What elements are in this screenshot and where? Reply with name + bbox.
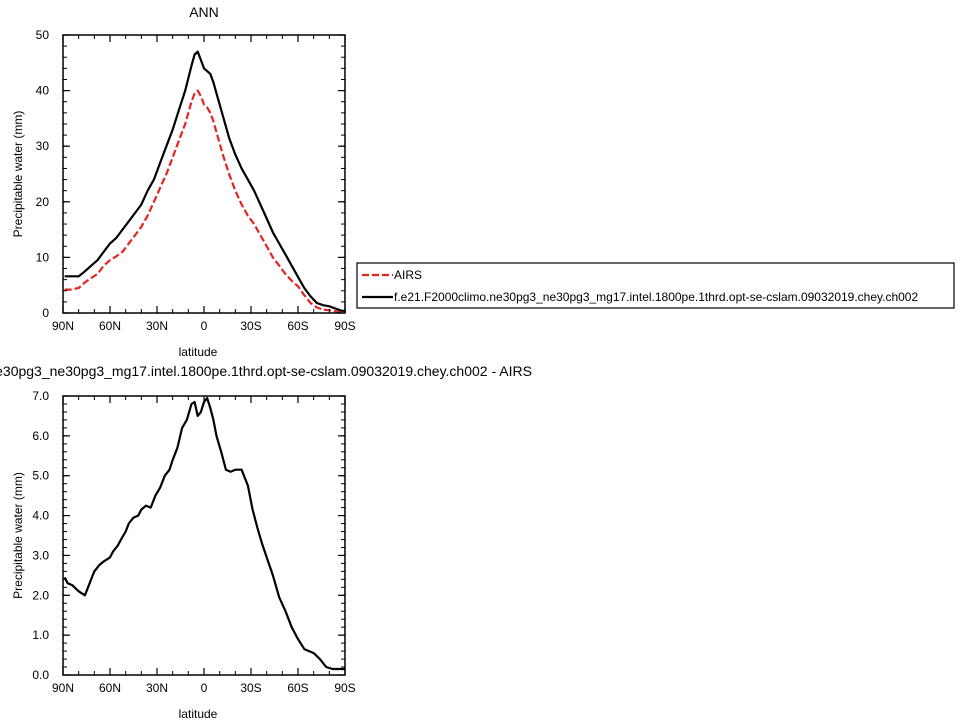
chart-title: ANN — [189, 4, 219, 20]
y-tick-label: 1.0 — [32, 628, 49, 642]
x-tick-label: 0 — [201, 681, 208, 695]
y-tick-label: 40 — [36, 84, 50, 98]
x-tick-label: 30S — [240, 319, 261, 333]
x-tick-label: 90S — [334, 681, 355, 695]
series-line-model — [64, 50, 345, 312]
y-tick-label: 20 — [36, 195, 50, 209]
y-tick-label: 2.0 — [32, 588, 49, 602]
x-axis-title: latitude — [179, 707, 218, 721]
y-axis-title: Precipitable water (mm) — [11, 472, 25, 599]
chart-difference-precipitable-water: f.e21.F2000climo.ne30pg3_ne30pg3_mg17.in… — [0, 363, 532, 721]
x-tick-label: 60S — [287, 681, 308, 695]
x-tick-label: 30S — [240, 681, 261, 695]
x-tick-label: 90S — [334, 319, 355, 333]
y-tick-label: 5.0 — [32, 469, 49, 483]
x-tick-label: 60N — [99, 681, 121, 695]
x-tick-label: 90N — [52, 319, 74, 333]
y-tick-label: 4.0 — [32, 509, 49, 523]
y-tick-label: 7.0 — [32, 389, 49, 403]
plot-frame — [62, 395, 346, 676]
y-tick-label: 0.0 — [32, 668, 49, 682]
x-tick-label: 60N — [99, 319, 121, 333]
y-axis-title: Precipitable water (mm) — [11, 111, 25, 238]
y-tick-label: 10 — [36, 250, 50, 264]
legend-label: f.e21.F2000climo.ne30pg3_ne30pg3_mg17.in… — [394, 290, 918, 304]
x-axis-title: latitude — [179, 345, 218, 359]
series-line-difference — [63, 396, 345, 671]
x-tick-label: 60S — [287, 319, 308, 333]
y-tick-label: 3.0 — [32, 548, 49, 562]
y-tick-label: 30 — [36, 139, 50, 153]
legend-label: AIRS — [394, 268, 422, 282]
plot-frame — [62, 34, 346, 314]
y-tick-label: 50 — [36, 28, 50, 42]
chart-legend: AIRS f.e21.F2000climo.ne30pg3_ne30pg3_mg1… — [356, 262, 955, 309]
y-tick-label: 0 — [42, 306, 49, 320]
y-tick-label: 6.0 — [32, 429, 49, 443]
series-line-airs — [64, 89, 345, 313]
x-tick-label: 30N — [146, 681, 168, 695]
x-tick-label: 90N — [52, 681, 74, 695]
chart-annual-precipitable-water: ANN 90N 60N 30N 0 30S 60S 90S 0 10 20 30 40 50 latitud… — [11, 4, 356, 359]
legend-box — [356, 262, 955, 309]
chart-title: f.e21.F2000climo.ne30pg3_ne30pg3_mg17.in… — [0, 363, 532, 379]
x-tick-label: 0 — [201, 319, 208, 333]
x-tick-label: 30N — [146, 319, 168, 333]
